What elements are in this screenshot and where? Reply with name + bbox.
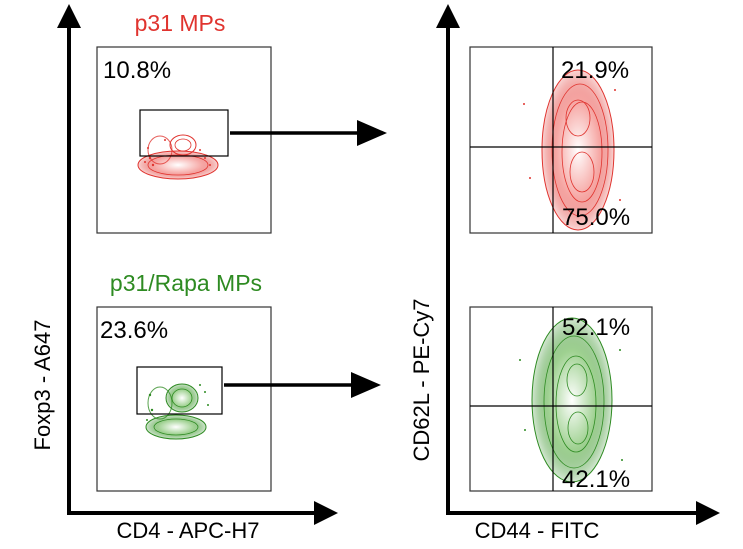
gate — [139, 109, 229, 157]
lower-right-percent: 75.0% — [562, 204, 630, 231]
upper-right-percent: 21.9% — [561, 57, 629, 84]
gate-arrow-bottom — [224, 372, 381, 398]
gate-percent: 10.8% — [103, 57, 171, 84]
group-title-p31-rapa: p31/Rapa MPs — [110, 270, 262, 296]
left-y-axis-label: Foxp3 - A647 — [30, 320, 55, 451]
left-x-axis-arrowhead — [314, 501, 338, 525]
contour-density — [519, 317, 623, 483]
plot-frame — [469, 46, 653, 234]
plot-frame — [469, 306, 653, 492]
lower-right-percent: 42.1% — [562, 466, 630, 493]
contour-density — [145, 383, 209, 440]
plot-quadrant-p31-rapa: 52.1% 42.1% — [469, 306, 653, 493]
plot-frame — [96, 306, 272, 492]
gate-arrow-top — [230, 120, 387, 146]
left-y-axis-arrowhead — [57, 4, 81, 28]
plot-frame — [96, 46, 272, 234]
plot-gating-p31-rapa: 23.6% — [96, 306, 272, 492]
gate-percent: 23.6% — [100, 317, 168, 344]
right-x-axis-arrowhead — [696, 501, 720, 525]
plot-gating-p31: 10.8% — [96, 46, 272, 234]
gate — [136, 366, 223, 415]
left-x-axis-label: CD4 - APC-H7 — [116, 518, 259, 543]
right-x-axis-label: CD44 - FITC — [475, 518, 600, 543]
right-y-axis-label: CD62L - PE-Cy7 — [409, 298, 434, 461]
right-y-axis-arrowhead — [436, 4, 460, 28]
right-axes: CD62L - PE-Cy7 CD44 - FITC — [409, 4, 720, 543]
upper-right-percent: 52.1% — [562, 314, 630, 341]
contour-density — [137, 134, 219, 180]
left-axes: Foxp3 - A647 CD4 - APC-H7 — [30, 4, 338, 543]
contour-density — [523, 69, 621, 231]
plot-quadrant-p31: 21.9% 75.0% — [469, 46, 653, 234]
group-title-p31: p31 MPs — [135, 10, 226, 36]
